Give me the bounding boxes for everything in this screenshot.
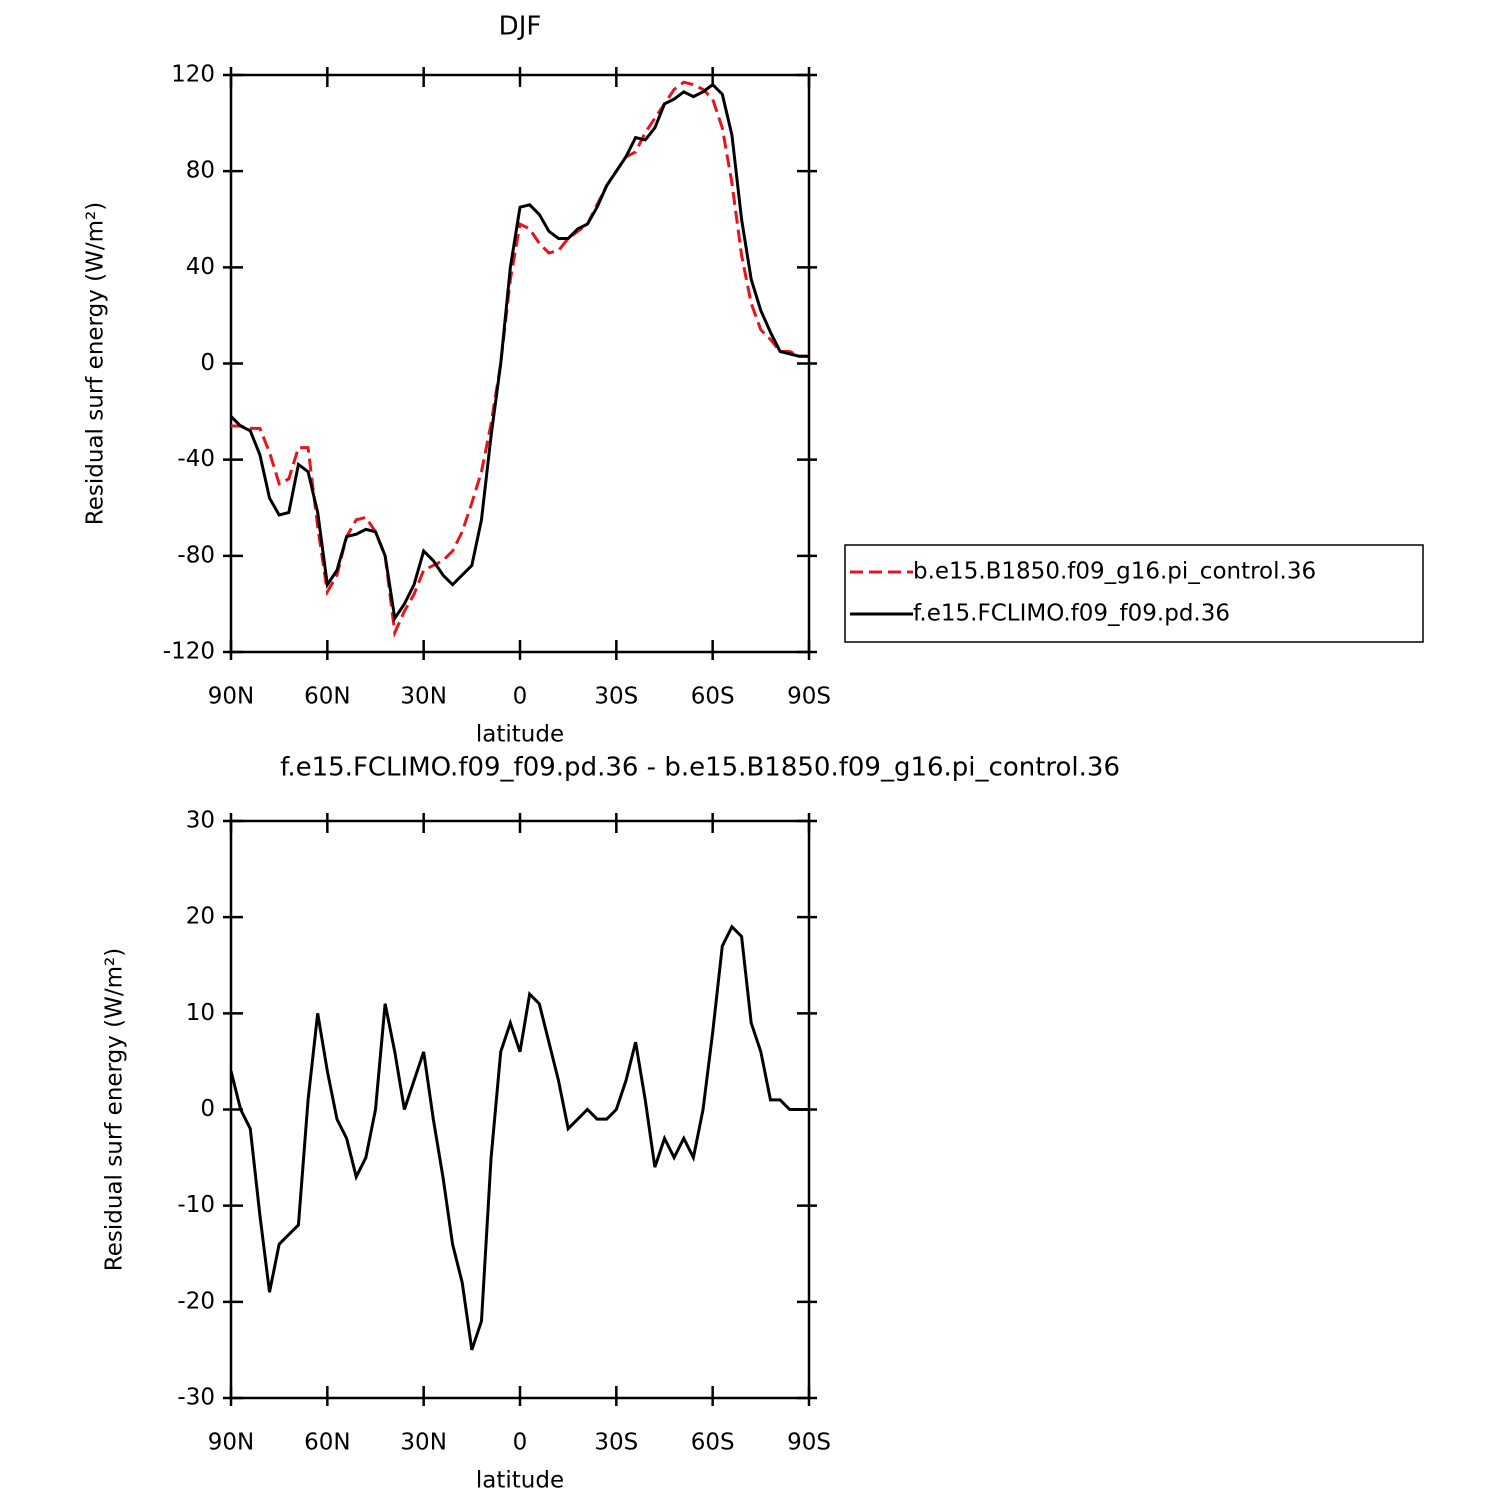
plot-frame [229,819,811,1400]
y-tick-label: 0 [200,350,215,376]
legend-label: f.e15.FCLIMO.f09_f09.pd.36 [913,601,1230,627]
x-tick-label: 90S [787,684,831,710]
y-axis-label: Residual surf energy (W/m²) [83,202,109,525]
data-line [231,80,809,639]
y-tick-label: 0 [200,1096,215,1122]
y-tick-label: 80 [186,158,215,184]
y-tick-label: -80 [177,542,215,568]
data-line [229,924,809,1351]
plot-frame [229,73,811,654]
y-tick-label: -40 [177,446,215,472]
x-tick-label: 30N [400,1430,446,1456]
y-tick-label: -20 [177,1288,215,1314]
x-tick-label: 0 [513,684,528,710]
x-tick-label: 90S [787,1430,831,1456]
y-axis-label: Residual surf energy (W/m²) [102,948,128,1271]
y-tick-label: 40 [186,254,215,280]
x-tick-label: 90N [208,1430,254,1456]
x-tick-label: 60N [304,684,350,710]
x-tick-label: 60N [304,1430,350,1456]
y-tick-label: -10 [177,1192,215,1218]
legend-box [844,544,1424,643]
x-tick-label: 0 [513,1430,528,1456]
y-tick-label: 30 [186,808,215,834]
x-tick-label: 30S [594,684,638,710]
x-tick-label: 60S [691,1430,735,1456]
y-tick-label: 120 [171,62,215,88]
y-tick-label: -30 [177,1385,215,1411]
legend-label: b.e15.B1850.f09_g16.pi_control.36 [913,559,1316,585]
x-tick-label: 90N [208,684,254,710]
x-tick-label: 60S [691,684,735,710]
y-tick-label: 20 [186,904,215,930]
chart-title: f.e15.FCLIMO.f09_f09.pd.36 - b.e15.B1850… [280,753,1120,783]
y-tick-label: -120 [163,639,215,665]
y-tick-label: 10 [186,1000,215,1026]
x-axis-label: latitude [476,722,564,748]
x-tick-label: 30N [400,684,446,710]
chart-title: DJF [499,12,542,42]
data-line [229,82,809,623]
x-tick-label: 30S [594,1430,638,1456]
x-axis-label: latitude [476,1468,564,1494]
